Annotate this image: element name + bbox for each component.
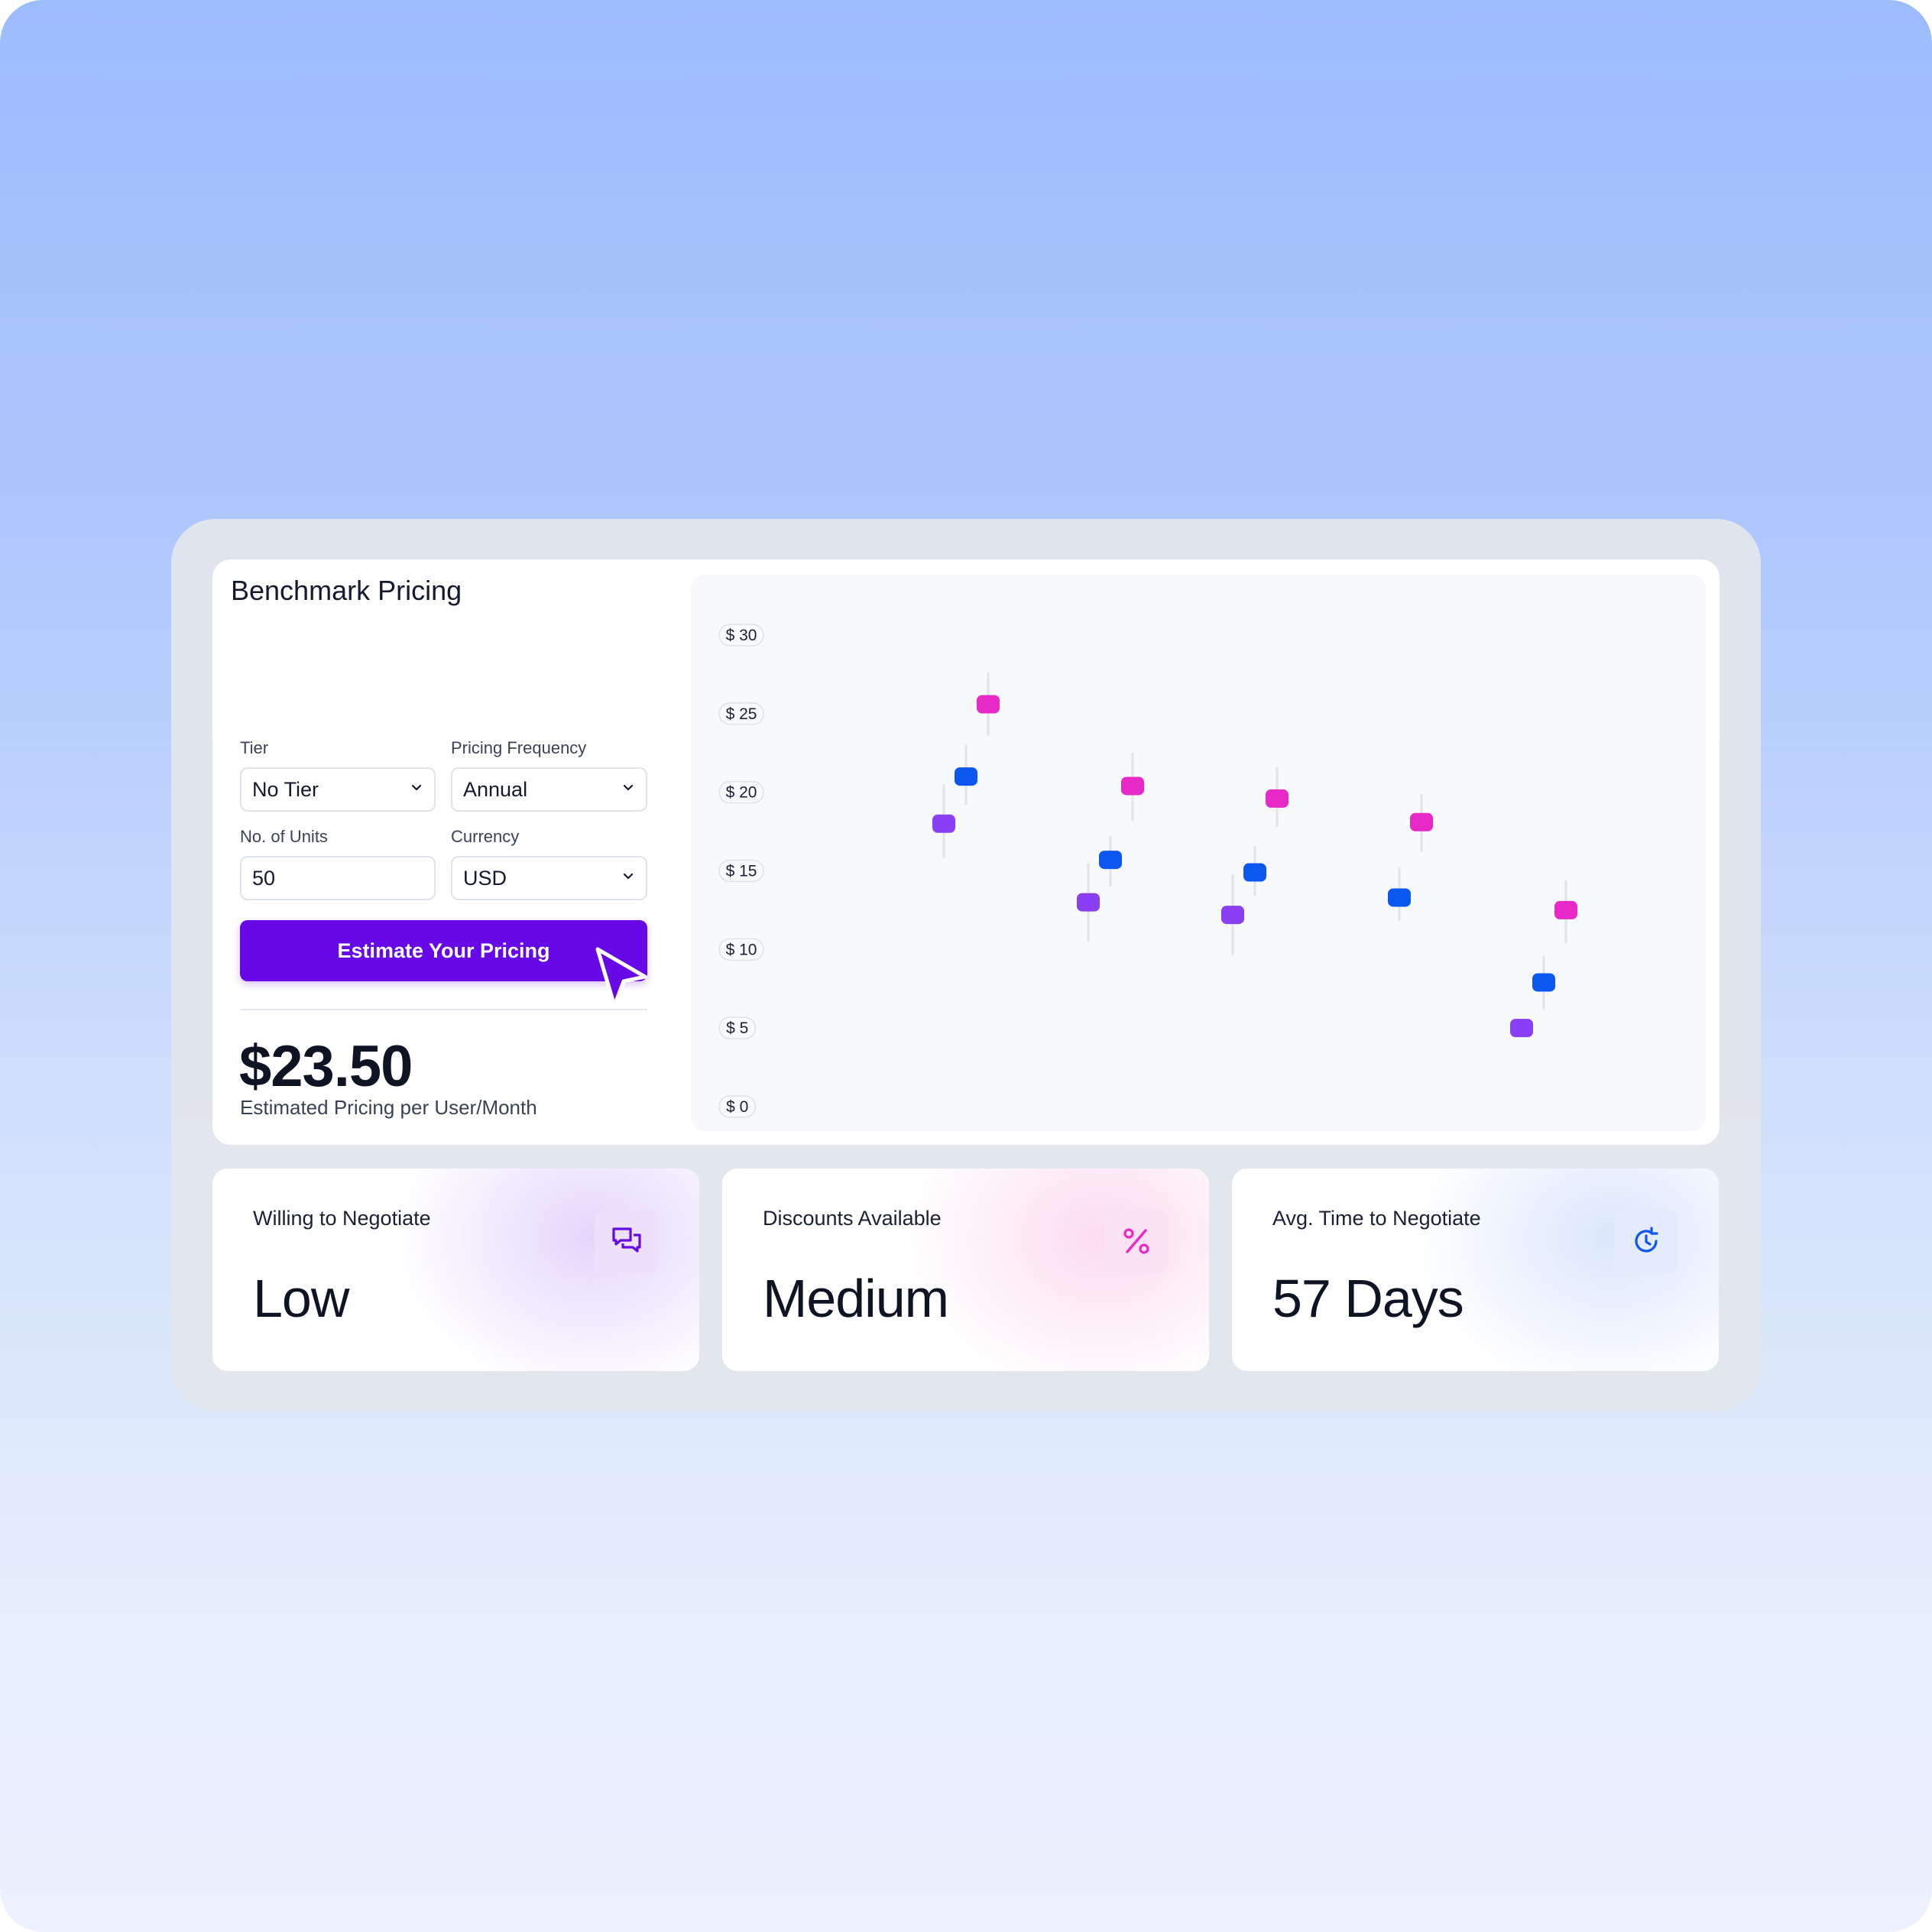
- stat-label: Discounts Available: [763, 1207, 942, 1230]
- estimated-price-caption: Estimated Pricing per User/Month: [240, 1096, 537, 1119]
- frequency-value: Annual: [463, 778, 528, 801]
- stat-value: Low: [253, 1269, 349, 1328]
- chevron-down-icon: [623, 784, 634, 791]
- data-point-blue[interactable]: [1099, 851, 1122, 870]
- stat-card-negotiate: Willing to Negotiate Low: [212, 1169, 699, 1371]
- estimate-pricing-button[interactable]: Estimate Your Pricing: [240, 920, 647, 981]
- data-point-purple[interactable]: [932, 814, 955, 833]
- data-point-pink[interactable]: [1410, 812, 1433, 831]
- estimated-price: $23.50: [239, 1034, 413, 1099]
- data-point-blue[interactable]: [1243, 863, 1266, 882]
- chat-bubbles-icon: [612, 1227, 641, 1253]
- stat-icon-badge: [1614, 1209, 1678, 1273]
- chevron-down-icon: [623, 873, 634, 880]
- data-point-pink[interactable]: [977, 695, 1000, 714]
- benchmark-chart: $ 30 $ 25 $ 20 $ 15 $ 10 $ 5 $ 0: [718, 624, 1577, 1118]
- data-point-pink[interactable]: [1121, 776, 1144, 796]
- frequency-label: Pricing Frequency: [451, 738, 587, 757]
- svg-text:$ 25: $ 25: [726, 705, 757, 723]
- svg-text:$ 0: $ 0: [726, 1098, 748, 1116]
- stat-icon-badge: [1104, 1209, 1169, 1273]
- currency-label: Currency: [451, 827, 520, 846]
- card-title: Benchmark Pricing: [231, 575, 462, 606]
- frequency-select[interactable]: Annual: [451, 767, 647, 812]
- y-tick-label: $ 5: [718, 1016, 757, 1039]
- svg-text:$ 30: $ 30: [726, 627, 757, 644]
- currency-value: USD: [463, 867, 507, 890]
- data-point-pink[interactable]: [1266, 789, 1289, 808]
- mouse-cursor-icon: [595, 947, 647, 1008]
- y-tick-label: $ 0: [718, 1095, 757, 1118]
- stat-value: Medium: [763, 1269, 949, 1328]
- stat-card-time: Avg. Time to Negotiate 57 Days: [1232, 1169, 1719, 1371]
- chart-panel: [691, 575, 1706, 1131]
- percent-icon: [1123, 1228, 1149, 1254]
- units-input[interactable]: 50: [240, 856, 436, 900]
- stat-label: Avg. Time to Negotiate: [1272, 1207, 1481, 1230]
- tier-label: Tier: [240, 738, 269, 757]
- chevron-down-icon: [411, 784, 422, 791]
- divider: [240, 1009, 647, 1010]
- y-tick-label: $ 20: [718, 780, 764, 804]
- units-label: No. of Units: [240, 827, 328, 846]
- data-point-purple[interactable]: [1077, 893, 1100, 912]
- tier-value: No Tier: [252, 778, 319, 801]
- svg-text:$ 5: $ 5: [726, 1019, 748, 1037]
- stat-value: 57 Days: [1272, 1269, 1464, 1328]
- data-point-blue[interactable]: [1388, 888, 1411, 907]
- svg-text:$ 15: $ 15: [726, 863, 757, 880]
- data-point-pink[interactable]: [1554, 900, 1577, 919]
- data-point-purple[interactable]: [1510, 1019, 1533, 1038]
- data-point-blue[interactable]: [1532, 973, 1555, 992]
- svg-text:$ 20: $ 20: [726, 784, 757, 802]
- stat-icon-badge: [595, 1209, 659, 1273]
- data-point-purple[interactable]: [1221, 906, 1244, 925]
- data-point-blue[interactable]: [955, 767, 977, 786]
- units-value: 50: [252, 867, 276, 890]
- y-tick-label: $ 10: [718, 938, 764, 961]
- currency-select[interactable]: USD: [451, 856, 647, 900]
- y-tick-label: $ 30: [718, 624, 764, 647]
- tier-select[interactable]: No Tier: [240, 767, 436, 812]
- svg-text:$ 10: $ 10: [726, 941, 757, 958]
- stat-card-discounts: Discounts Available Medium: [722, 1169, 1209, 1371]
- clock-refresh-icon: [1635, 1227, 1658, 1253]
- y-tick-label: $ 15: [718, 859, 764, 883]
- stat-label: Willing to Negotiate: [253, 1207, 431, 1230]
- y-tick-label: $ 25: [718, 702, 764, 725]
